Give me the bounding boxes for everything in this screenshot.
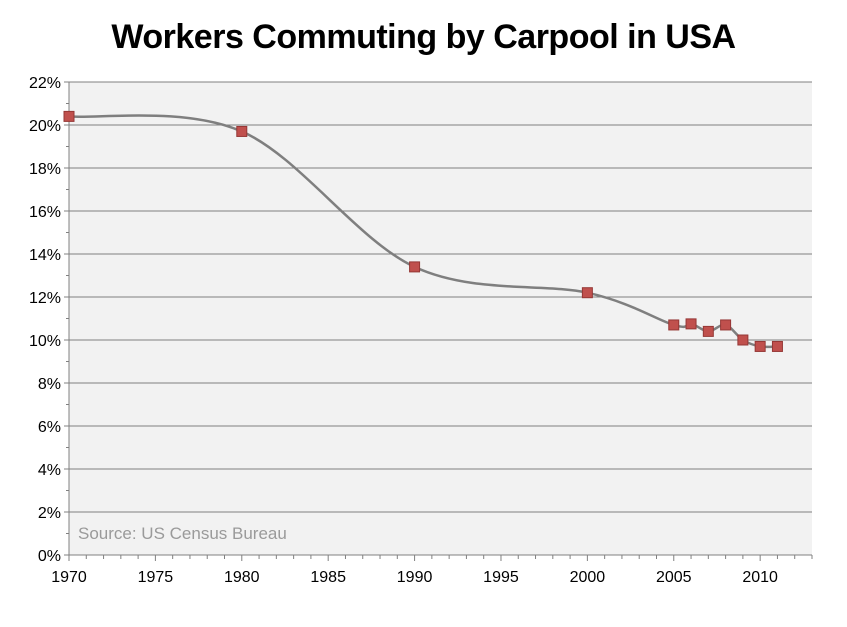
x-tick-label: 2005 — [656, 569, 692, 586]
y-tick-label: 4% — [38, 462, 61, 479]
y-axis-ticks: 0% 2% 4% 6% 8% 10% 12% 14% 16% 18% 20% 22% — [29, 75, 69, 565]
x-tick-label: 1980 — [224, 569, 260, 586]
x-axis-ticks: 1970 1975 1980 1985 1990 1995 2000 2005 2010 — [51, 555, 813, 586]
gridlines — [69, 81, 812, 513]
x-tick-label: 1995 — [483, 569, 519, 586]
y-tick-label: 12% — [29, 290, 61, 307]
x-tick-label: 1990 — [397, 569, 433, 586]
data-point-marker — [737, 334, 749, 346]
data-point-marker — [720, 319, 732, 331]
y-tick-label: 18% — [29, 161, 61, 178]
y-tick-label: 0% — [38, 548, 61, 565]
data-point-marker — [702, 325, 714, 337]
data-point-marker — [771, 340, 783, 352]
plot-area — [69, 82, 812, 555]
data-point-marker — [409, 261, 421, 273]
data-point-marker — [236, 125, 248, 137]
data-point-marker — [685, 318, 697, 330]
data-markers — [63, 110, 783, 352]
data-point-marker — [754, 340, 766, 352]
y-tick-label: 2% — [38, 505, 61, 522]
y-tick-label: 14% — [29, 247, 61, 264]
x-tick-label: 1975 — [138, 569, 174, 586]
y-tick-label: 6% — [38, 419, 61, 436]
y-tick-label: 10% — [29, 333, 61, 350]
y-tick-label: 8% — [38, 376, 61, 393]
source-annotation: Source: US Census Bureau — [78, 524, 287, 543]
x-tick-label: 2000 — [570, 569, 606, 586]
y-tick-label: 16% — [29, 204, 61, 221]
chart-title: Workers Commuting by Carpool in USA — [111, 18, 736, 56]
data-point-marker — [63, 110, 75, 122]
x-tick-label: 2010 — [742, 569, 778, 586]
data-point-marker — [668, 319, 680, 331]
y-tick-label: 20% — [29, 118, 61, 135]
data-point-marker — [581, 287, 593, 299]
x-tick-label: 1970 — [51, 569, 87, 586]
x-tick-label: 1985 — [310, 569, 346, 586]
y-tick-label: 22% — [29, 75, 61, 92]
